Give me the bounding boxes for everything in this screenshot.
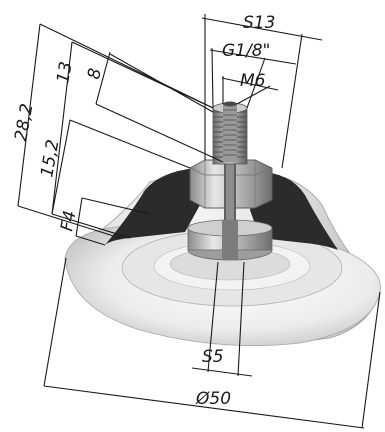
- dim-8: 8: [84, 67, 106, 81]
- dim-thread: G1/8": [222, 41, 270, 61]
- cup-section-left: [105, 168, 200, 245]
- dim-13: 13: [53, 60, 76, 85]
- dim-f4: F4: [57, 209, 80, 233]
- dim-28-2: 28,2: [11, 102, 37, 143]
- dim-s5: S5: [202, 347, 224, 367]
- threaded-fitting: [187, 101, 273, 261]
- dim-dia50: Ø50: [195, 389, 231, 409]
- dim-s13: S13: [243, 13, 275, 33]
- dim-m6: M6: [240, 71, 266, 91]
- dimension-lines: [17, 14, 381, 429]
